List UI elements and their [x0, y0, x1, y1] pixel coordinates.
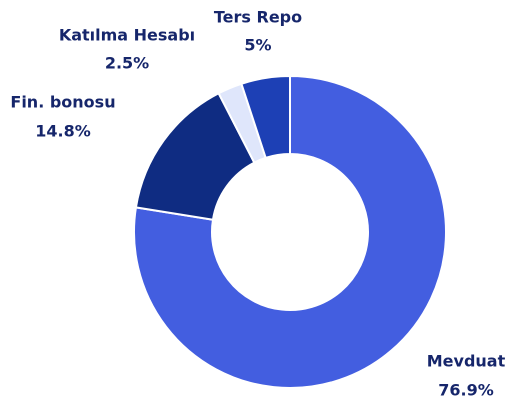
slice-label: Katılma Hesabı — [59, 26, 195, 45]
slice-value-label: 14.8% — [35, 122, 91, 141]
donut-slice — [240, 74, 291, 160]
slice-label: Mevduat — [427, 352, 506, 371]
slice-value-label: 5% — [244, 36, 271, 55]
slice-label: Fin. bonosu — [10, 93, 115, 112]
donut-slice — [133, 74, 447, 389]
slice-label: Ters Repo — [214, 8, 302, 27]
donut-slice — [134, 91, 256, 221]
slice-value-label: 2.5% — [105, 54, 149, 73]
slice-value-label: 76.9% — [438, 381, 494, 400]
